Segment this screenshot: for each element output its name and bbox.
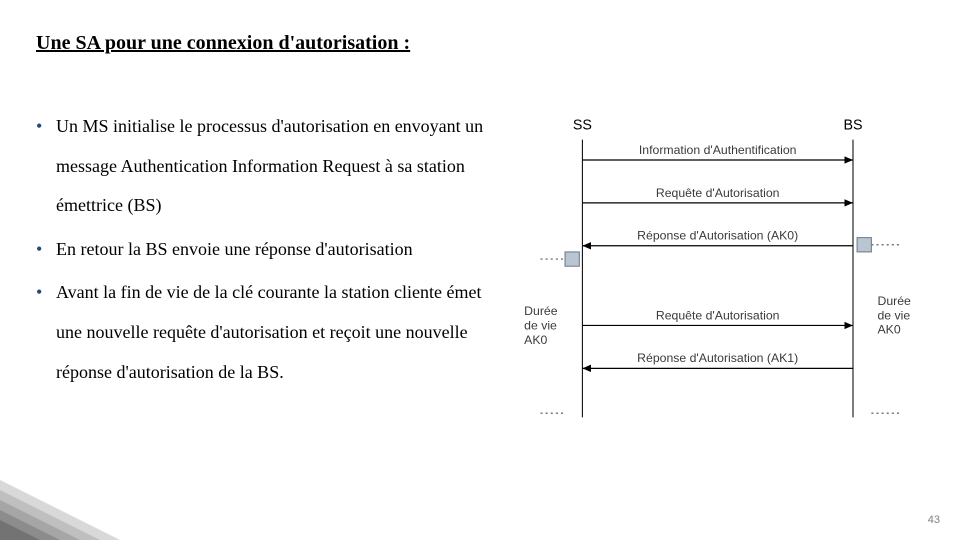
sequence-diagram: SS BS Information d'Authentification Requêt…	[516, 111, 924, 428]
bullet-list: Un MS initialise le processus d'autorisa…	[36, 107, 508, 392]
bullet-item: Avant la fin de vie de la clé courante l…	[36, 273, 508, 392]
activation-box	[565, 252, 579, 266]
message-label: Information d'Authentification	[638, 143, 796, 157]
page-number: 43	[928, 514, 940, 526]
bullet-item: En retour la BS envoie une réponse d'aut…	[36, 230, 508, 270]
message-label: Requête d'Autorisation	[655, 186, 779, 200]
lifetime-label: Durée	[524, 304, 558, 318]
slide-container: Une SA pour une connexion d'autorisation…	[0, 0, 960, 540]
message-label: Réponse d'Autorisation (AK0)	[637, 229, 798, 243]
lifetime-label: de vie	[877, 308, 910, 322]
content-row: Un MS initialise le processus d'autorisa…	[36, 107, 924, 428]
lifetime-label: AK0	[877, 323, 900, 337]
slide-title: Une SA pour une connexion d'autorisation…	[36, 32, 924, 55]
bullets-column: Un MS initialise le processus d'autorisa…	[36, 107, 516, 428]
lifetime-label: AK0	[524, 333, 547, 347]
bullet-item: Un MS initialise le processus d'autorisa…	[36, 107, 508, 226]
chevron-layer	[0, 520, 40, 540]
message-label: Réponse d'Autorisation (AK1)	[637, 351, 798, 365]
chevron-layer	[0, 510, 60, 540]
actor-bs: BS	[843, 117, 862, 133]
message-label: Requête d'Autorisation	[655, 308, 779, 322]
chevron-layer	[0, 480, 120, 540]
activation-box	[857, 238, 871, 252]
actor-ss: SS	[572, 117, 591, 133]
lifetime-label: de vie	[524, 319, 557, 333]
lifetime-label: Durée	[877, 294, 911, 308]
chevron-decoration	[0, 480, 120, 540]
diagram-column: SS BS Information d'Authentification Requêt…	[516, 107, 924, 428]
chevron-layer	[0, 490, 100, 540]
chevron-layer	[0, 500, 80, 540]
